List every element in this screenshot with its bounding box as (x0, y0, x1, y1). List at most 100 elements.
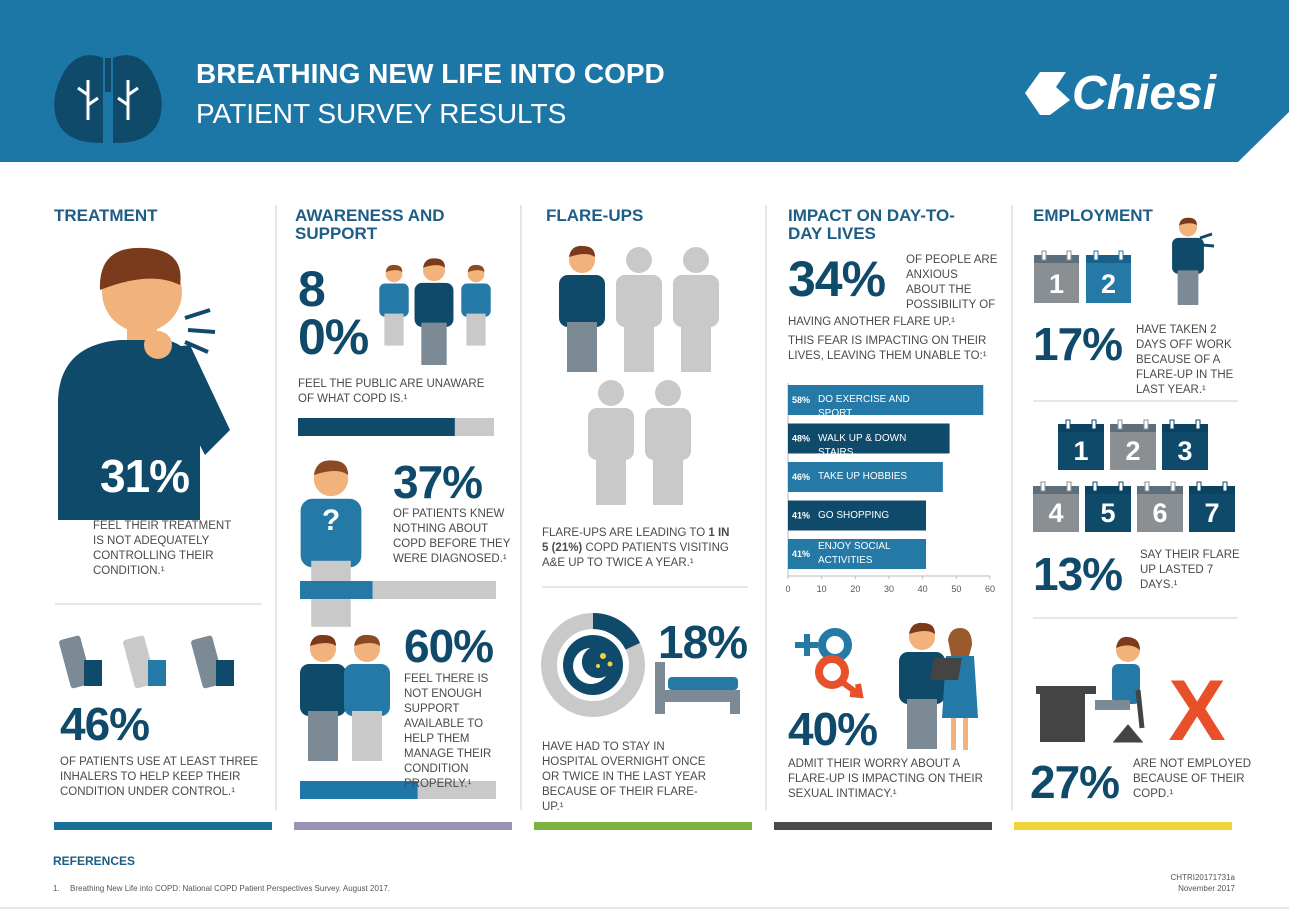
calendar-body (1162, 424, 1208, 470)
donut-arc (592, 613, 641, 651)
x-tick-label: 0 (785, 584, 790, 594)
stat-text: HAVING ANOTHER FLARE UP.¹ (788, 316, 955, 328)
calendar-ring (1065, 419, 1071, 430)
calendar-digit: 2 (1125, 436, 1140, 466)
x-tick-label: 30 (884, 584, 894, 594)
bar (788, 462, 943, 492)
stat-text: FEEL THERE IS NOT ENOUGH SUPPORT AVAILAB… (404, 673, 492, 790)
calendar-digit: 6 (1152, 498, 1167, 528)
progress-bar (298, 418, 455, 436)
stat-text: FEEL THE PUBLIC ARE UNAWARE OF WHAT COPD… (298, 378, 485, 405)
calendar-digit: 3 (1177, 436, 1192, 466)
stat-figure: 37% (393, 456, 483, 508)
calendar-band (1189, 486, 1235, 494)
footer-code: CHTRI20171731a (1170, 873, 1235, 882)
calendar-ring (1195, 419, 1201, 430)
calendar: 1 (1034, 250, 1079, 303)
stat-text: OF PATIENTS USE AT LEAST THREE INHALERS … (60, 756, 259, 798)
category-text: GO SHOPPING (818, 509, 890, 521)
title: BREATHING NEW LIFE INTO COPD (196, 58, 665, 89)
calendar: 4 (1033, 481, 1079, 532)
calendar: 2 (1110, 419, 1156, 470)
references-heading: REFERENCES (53, 854, 136, 868)
text: COPD PATIENTS VISITING A&E UP TO TWICE A… (542, 542, 729, 569)
stat-text: SAY THEIR FLARE UP LASTED 7 DAYS.¹ (1140, 549, 1240, 591)
stat-text: ADMIT THEIR WORRY ABOUT A FLARE-UP IS IM… (788, 758, 983, 800)
calendar-body (1033, 486, 1079, 532)
calendar-ring (1143, 419, 1149, 430)
value-label: 46% (792, 472, 810, 482)
calendar-ring (1118, 250, 1124, 261)
progress-bar (300, 781, 418, 799)
calendar-digit: 5 (1100, 498, 1115, 528)
calendar-ring (1222, 481, 1228, 492)
footer-date: November 2017 (1178, 884, 1235, 893)
stat-figure: 13% (1033, 548, 1123, 600)
heading: TREATMENT (54, 206, 158, 225)
category-text: TAKE UP HOBBIES (818, 471, 908, 482)
calendar-ring (1117, 419, 1123, 430)
calendar-body (1086, 255, 1131, 303)
value-label: 48% (792, 434, 810, 444)
calendar: 3 (1162, 419, 1208, 470)
x-tick-label: 60 (985, 584, 995, 594)
stat-text: ARE NOT EMPLOYED BECAUSE OF THEIR COPD.¹ (1133, 758, 1252, 800)
x-tick-label: 20 (850, 584, 860, 594)
stat-text: OF PATIENTS KNEW NOTHING ABOUT COPD BEFO… (393, 508, 511, 565)
svg-text:?: ? (322, 504, 340, 537)
calendar: 7 (1189, 481, 1235, 532)
calendar-body (1189, 486, 1235, 532)
calendar: 1 (1058, 419, 1104, 470)
calendar-body (1110, 424, 1156, 470)
category-text: WALK UP & DOWN STAIRS (818, 432, 907, 458)
calendar-ring (1091, 419, 1097, 430)
calendar-ring (1170, 481, 1176, 492)
value-label: 41% (792, 549, 810, 559)
calendar-ring (1196, 481, 1202, 492)
calendar-ring (1066, 481, 1072, 492)
calendar-digit: 4 (1048, 498, 1063, 528)
value-label: 58% (792, 395, 810, 405)
x-tick-label: 50 (951, 584, 961, 594)
calendar-ring (1093, 250, 1099, 261)
heading: EMPLOYMENT (1033, 206, 1153, 225)
x-tick-label: 10 (817, 584, 827, 594)
calendar-digit: 7 (1204, 498, 1219, 528)
calendar-ring (1066, 250, 1072, 261)
category-label: GO SHOPPING (818, 509, 890, 521)
category-text: DO EXERCISE AND SPORT (818, 394, 910, 419)
calendar-body (1034, 255, 1079, 303)
bar (788, 539, 927, 569)
stat-figure: 80% (298, 261, 369, 365)
category-text: ENJOY SOCIAL ACTIVITIES (818, 541, 891, 566)
stat-text: HAVE TAKEN 2 DAYS OFF WORK BECAUSE OF A … (1136, 324, 1234, 396)
calendar-ring (1118, 481, 1124, 492)
stat-figure: 27% (1030, 756, 1120, 808)
calendar-digit: 2 (1101, 269, 1116, 299)
calendar-body (1058, 424, 1104, 470)
stat-figure: 60% (404, 620, 494, 672)
stat-figure: 31% (100, 450, 190, 502)
category-label: DO EXERCISE AND SPORT (818, 394, 910, 419)
stat-text: HAVE HAD TO STAY IN HOSPITAL OVERNIGHT O… (542, 741, 707, 813)
category-label: WALK UP & DOWN STAIRS (818, 432, 907, 458)
subtitle: PATIENT SURVEY RESULTS (196, 98, 567, 129)
calendar-band (1034, 255, 1079, 263)
heading: AWARENESS AND SUPPORT (295, 206, 445, 243)
progress-bar (300, 581, 373, 599)
calendar-ring (1144, 481, 1150, 492)
calendar: 2 (1086, 250, 1131, 303)
bar (788, 500, 927, 531)
calendar-ring (1040, 481, 1046, 492)
cross-mark: X (1168, 663, 1225, 759)
category-label: TAKE UP HOBBIES (818, 471, 908, 482)
calendar-band (1058, 424, 1104, 432)
calendar-band (1086, 255, 1131, 263)
category-label: ENJOY SOCIAL ACTIVITIES (818, 541, 891, 566)
lead-text: THIS FEAR IS IMPACTING ON THEIR LIVES, L… (788, 335, 987, 362)
calendar: 5 (1085, 481, 1131, 532)
calendar-body (1085, 486, 1131, 532)
stat-figure: 17% (1033, 318, 1123, 370)
calendar-digit: 1 (1049, 269, 1064, 299)
